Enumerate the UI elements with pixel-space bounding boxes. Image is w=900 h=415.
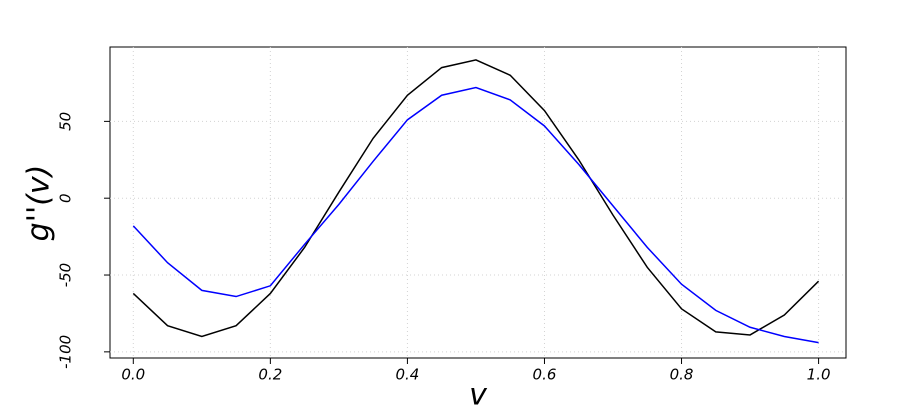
y-tick-label: -100 [57, 335, 75, 369]
x-tick-label: 0.6 [533, 366, 557, 384]
x-tick-label: 0.4 [395, 366, 419, 384]
x-tick-label: 1.0 [807, 366, 831, 384]
y-tick-label: 50 [57, 112, 75, 131]
y-tick-label: 0 [57, 193, 75, 203]
y-axis-label: g''(v) [22, 165, 57, 242]
line-series [132, 86, 819, 344]
y-tick-label: -50 [57, 263, 75, 288]
x-axis-label: v [469, 378, 488, 413]
x-tick-label: 0.0 [121, 366, 145, 384]
x-tick-label: 0.8 [670, 366, 694, 384]
x-tick-label: 0.2 [258, 366, 282, 384]
plot-frame [109, 46, 847, 359]
line-series [132, 59, 820, 338]
